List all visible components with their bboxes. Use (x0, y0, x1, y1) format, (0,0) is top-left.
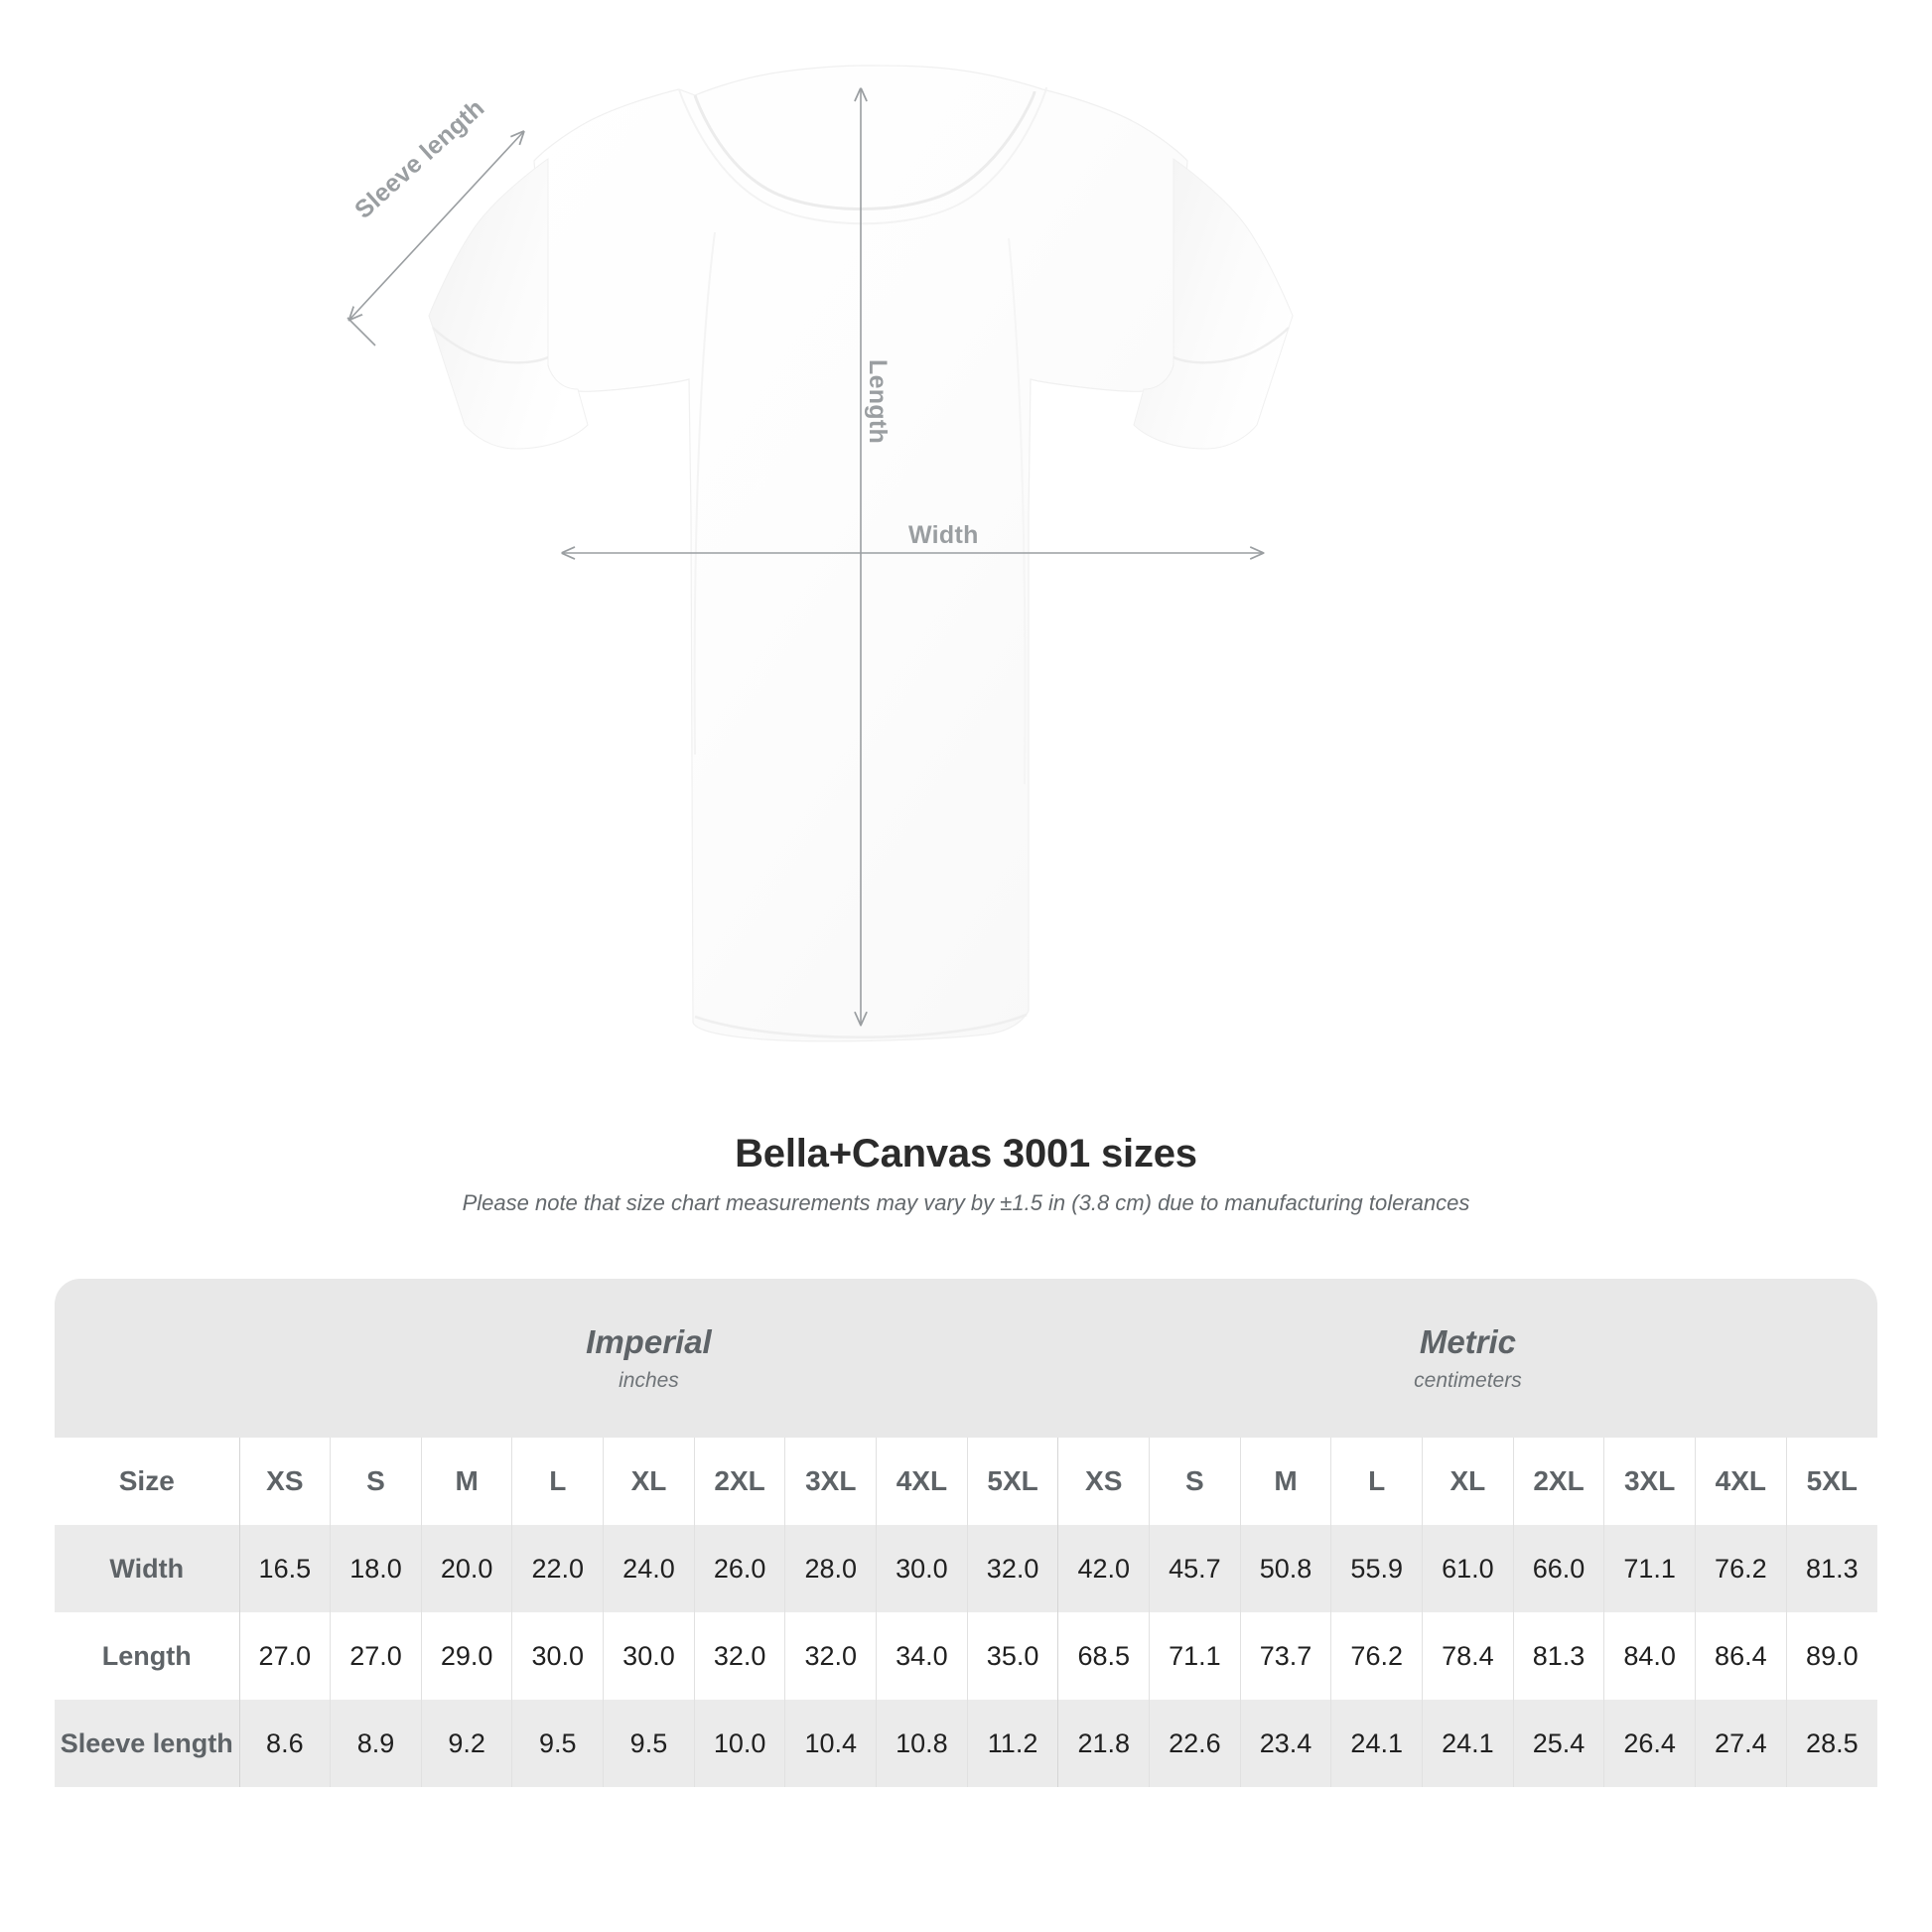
size-chart-table-wrapper: Imperial inches Metric centimeters Size XS S M L… (55, 1279, 1877, 1787)
cell-length-imperial-m: 29.0 (420, 1612, 512, 1700)
cell-sleeve-length-imperial-m: 9.2 (420, 1700, 512, 1787)
size-header-row: Size XS S M L XL 2XL 3XL 4XL 5XL XS S M L XL 2XL 3XL 4XL 5… (55, 1438, 1877, 1525)
cell-length-imperial-3xl: 32.0 (784, 1612, 877, 1700)
table-row: Length 27.0 27.0 29.0 30.0 30.0 32.0 32.0 34.0 35… (55, 1612, 1877, 1700)
cell-sleeve-length-metric-xs: 21.8 (1057, 1700, 1150, 1787)
size-header-metric-4xl: 4XL (1695, 1438, 1787, 1525)
cell-width-metric-2xl: 66.0 (1512, 1525, 1604, 1612)
size-header-imperial-m: M (420, 1438, 512, 1525)
cell-length-metric-s: 71.1 (1149, 1612, 1241, 1700)
cell-width-metric-m: 50.8 (1239, 1525, 1331, 1612)
cell-length-imperial-s: 27.0 (330, 1612, 422, 1700)
size-row-label: Size (55, 1438, 239, 1525)
size-header-imperial-l: L (511, 1438, 604, 1525)
unit-header-row: Imperial inches Metric centimeters (55, 1279, 1877, 1438)
cell-length-metric-l: 76.2 (1330, 1612, 1423, 1700)
cell-sleeve-length-imperial-2xl: 10.0 (693, 1700, 785, 1787)
size-header-imperial-4xl: 4XL (876, 1438, 968, 1525)
cell-sleeve-length-metric-m: 23.4 (1239, 1700, 1331, 1787)
length-label: Length (864, 359, 892, 445)
size-header-metric-l: L (1330, 1438, 1423, 1525)
cell-length-metric-xs: 68.5 (1057, 1612, 1150, 1700)
title-block: Bella+Canvas 3001 sizes Please note that… (0, 1132, 1932, 1216)
size-header-imperial-xl: XL (603, 1438, 695, 1525)
size-header-metric-xl: XL (1422, 1438, 1514, 1525)
cell-width-imperial-5xl: 32.0 (966, 1525, 1058, 1612)
cell-length-metric-4xl: 86.4 (1695, 1612, 1787, 1700)
unit-header-spacer (55, 1279, 239, 1438)
cell-length-metric-xl: 78.4 (1422, 1612, 1514, 1700)
cell-length-metric-m: 73.7 (1239, 1612, 1331, 1700)
unit-name: Imperial (586, 1323, 712, 1361)
unit-header-metric: Metric centimeters (1057, 1279, 1877, 1438)
cell-width-metric-4xl: 76.2 (1695, 1525, 1787, 1612)
cell-length-imperial-xl: 30.0 (603, 1612, 695, 1700)
cell-sleeve-length-imperial-3xl: 10.4 (784, 1700, 877, 1787)
unit-subtitle: inches (619, 1368, 679, 1392)
cell-sleeve-length-imperial-4xl: 10.8 (876, 1700, 968, 1787)
cell-sleeve-length-metric-xl: 24.1 (1422, 1700, 1514, 1787)
size-header-imperial-s: S (330, 1438, 422, 1525)
row-label-width: Width (55, 1525, 239, 1612)
cell-length-imperial-2xl: 32.0 (693, 1612, 785, 1700)
cell-sleeve-length-metric-5xl: 28.5 (1785, 1700, 1877, 1787)
cell-length-metric-2xl: 81.3 (1512, 1612, 1604, 1700)
cell-width-metric-xs: 42.0 (1057, 1525, 1150, 1612)
cell-sleeve-length-metric-4xl: 27.4 (1695, 1700, 1787, 1787)
cell-width-imperial-xl: 24.0 (603, 1525, 695, 1612)
cell-sleeve-length-imperial-xs: 8.6 (238, 1700, 331, 1787)
cell-length-metric-5xl: 89.0 (1785, 1612, 1877, 1700)
sleeve-length-dimension-arrow (346, 132, 523, 346)
size-chart-table: Imperial inches Metric centimeters Size XS S M L… (55, 1279, 1877, 1787)
cell-width-imperial-xs: 16.5 (238, 1525, 331, 1612)
tolerance-note: Please note that size chart measurements… (462, 1190, 1470, 1215)
cell-sleeve-length-metric-l: 24.1 (1330, 1700, 1423, 1787)
cell-width-imperial-m: 20.0 (420, 1525, 512, 1612)
size-header-imperial-3xl: 3XL (784, 1438, 877, 1525)
size-header-imperial-2xl: 2XL (693, 1438, 785, 1525)
page-title: Bella+Canvas 3001 sizes (735, 1132, 1197, 1175)
size-header-metric-s: S (1149, 1438, 1241, 1525)
unit-subtitle: centimeters (1414, 1368, 1522, 1392)
cell-sleeve-length-imperial-5xl: 11.2 (966, 1700, 1058, 1787)
cell-width-imperial-s: 18.0 (330, 1525, 422, 1612)
tshirt-diagram-svg (346, 65, 1294, 1042)
cell-width-imperial-2xl: 26.0 (693, 1525, 785, 1612)
cell-width-imperial-4xl: 30.0 (876, 1525, 968, 1612)
table-row: Width 16.5 18.0 20.0 22.0 24.0 26.0 28.0 30.0 32.… (55, 1525, 1877, 1612)
cell-width-metric-3xl: 71.1 (1603, 1525, 1696, 1612)
cell-length-metric-3xl: 84.0 (1603, 1612, 1696, 1700)
size-header-metric-5xl: 5XL (1785, 1438, 1877, 1525)
cell-sleeve-length-imperial-s: 8.9 (330, 1700, 422, 1787)
size-header-metric-xs: XS (1057, 1438, 1150, 1525)
cell-sleeve-length-imperial-l: 9.5 (511, 1700, 604, 1787)
tshirt-illustration: Sleeve length Length Width (346, 65, 1294, 1042)
row-label-sleeve-length: Sleeve length (55, 1700, 239, 1787)
cell-length-imperial-xs: 27.0 (238, 1612, 331, 1700)
cell-width-metric-xl: 61.0 (1422, 1525, 1514, 1612)
cell-width-metric-s: 45.7 (1149, 1525, 1241, 1612)
cell-length-imperial-5xl: 35.0 (966, 1612, 1058, 1700)
width-label: Width (908, 521, 979, 549)
cell-sleeve-length-metric-s: 22.6 (1149, 1700, 1241, 1787)
cell-sleeve-length-metric-2xl: 25.4 (1512, 1700, 1604, 1787)
size-header-imperial-5xl: 5XL (966, 1438, 1058, 1525)
cell-width-imperial-l: 22.0 (511, 1525, 604, 1612)
size-header-metric-2xl: 2XL (1512, 1438, 1604, 1525)
row-label-length: Length (55, 1612, 239, 1700)
cell-sleeve-length-metric-3xl: 26.4 (1603, 1700, 1696, 1787)
table-row: Sleeve length 8.6 8.9 9.2 9.5 9.5 10.0 10.4 10.8… (55, 1700, 1877, 1787)
cell-width-metric-5xl: 81.3 (1785, 1525, 1877, 1612)
unit-header-imperial: Imperial inches (239, 1279, 1058, 1438)
cell-width-metric-l: 55.9 (1330, 1525, 1423, 1612)
cell-length-imperial-4xl: 34.0 (876, 1612, 968, 1700)
cell-length-imperial-l: 30.0 (511, 1612, 604, 1700)
cell-sleeve-length-imperial-xl: 9.5 (603, 1700, 695, 1787)
size-header-metric-m: M (1239, 1438, 1331, 1525)
cell-width-imperial-3xl: 28.0 (784, 1525, 877, 1612)
size-header-imperial-xs: XS (238, 1438, 331, 1525)
size-header-metric-3xl: 3XL (1603, 1438, 1696, 1525)
unit-name: Metric (1419, 1323, 1517, 1361)
